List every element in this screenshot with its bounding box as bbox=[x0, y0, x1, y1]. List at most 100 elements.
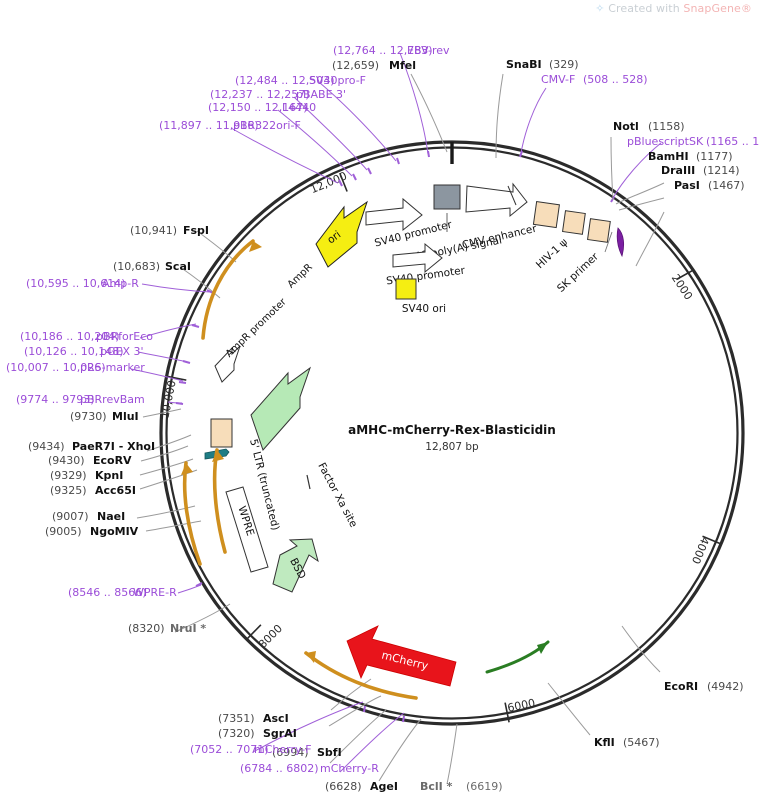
feature-label: AmpR bbox=[286, 262, 315, 291]
primer-range: (6784 .. 6802) bbox=[240, 762, 319, 775]
leaf-icon: ✧ bbox=[595, 2, 605, 15]
primer-tick bbox=[191, 324, 200, 328]
enzyme-name: KflI bbox=[594, 736, 615, 749]
label-pbluescriptsk: pBluescriptSK (1165 .. 1181) bbox=[627, 135, 760, 148]
primer-tick bbox=[352, 173, 357, 181]
label-ecori: EcoRI (4942) bbox=[664, 680, 744, 693]
primer-range: (10,186 .. 10,204) bbox=[20, 330, 120, 343]
watermark-prefix: Created with bbox=[608, 2, 684, 15]
label-sv40pro-f: (12,484 .. 12,503) SV40pro-F bbox=[235, 74, 366, 87]
snapgene-watermark: ✧ Created with SnapGene® bbox=[595, 2, 752, 15]
enzyme-position: (7351) bbox=[218, 712, 255, 725]
primer-range: (10,007 .. 10,026) bbox=[6, 361, 106, 374]
feature-label: CMV enhancer bbox=[461, 222, 539, 251]
ruler-label: 6000 bbox=[506, 696, 536, 714]
label-draiii: DraIII (1214) bbox=[661, 164, 740, 177]
enzyme-position: (1158) bbox=[648, 120, 685, 133]
enzyme-name: PaeR7I - XhoI bbox=[72, 440, 155, 453]
label-sbfi-real: (6994) SbfI bbox=[272, 746, 342, 759]
label-scai: (10,683) ScaI bbox=[113, 260, 191, 273]
enzyme-name: EcoRI bbox=[664, 680, 698, 693]
plasmid-name: aMHC-mCherry-Rex-Blasticidin bbox=[348, 423, 556, 437]
feature-label: Factor Xa site bbox=[315, 461, 359, 530]
label-notl: Notl (1158) bbox=[613, 120, 685, 133]
label-wpre-r: (8546 .. 8566) WPRE-R bbox=[68, 586, 177, 599]
feature-ori: ori bbox=[315, 200, 368, 268]
label-pbrforeco: (10,186 .. 10,204) pBRforEco bbox=[20, 330, 153, 343]
feature-ampr-promoter: AmpR promoter bbox=[214, 296, 289, 383]
enzyme-name: BclI * bbox=[420, 780, 453, 793]
label-pbrrevbam: (9774 .. 9793) pBRrevBam bbox=[16, 393, 145, 406]
enzyme-position: (1214) bbox=[703, 164, 740, 177]
feature-bsd: BSD bbox=[272, 538, 319, 593]
label-pgex-3: (10,126 .. 10,148) pGEX 3' bbox=[24, 345, 144, 358]
enzyme-name: NruI * bbox=[170, 622, 206, 635]
label-bcli: BclI * (6619) bbox=[420, 780, 503, 793]
orange-arc-4 bbox=[304, 651, 418, 700]
feature-sv40-ori: SV40 ori bbox=[395, 278, 446, 315]
enzyme-name: NaeI bbox=[97, 510, 125, 523]
primer-range: (1165 .. 1181) bbox=[706, 135, 760, 148]
enzyme-position: (4942) bbox=[707, 680, 744, 693]
label-kpni: (9329) KpnI bbox=[50, 469, 123, 482]
enzyme-name: BamHI bbox=[648, 150, 689, 163]
primer-range: (11,897 .. 11,916) bbox=[159, 119, 259, 132]
feature-label: HIV-1 ψ bbox=[534, 236, 570, 271]
primer-name: pBABE 3' bbox=[296, 88, 346, 101]
primer-name: L4440 bbox=[282, 101, 316, 114]
primer-name: pBR322ori-F bbox=[233, 119, 301, 132]
primer-tick bbox=[402, 715, 405, 723]
enzyme-position: (8320) bbox=[128, 622, 165, 635]
enzyme-position: (10,683) bbox=[113, 260, 160, 273]
enzyme-position: (9325) bbox=[50, 484, 87, 497]
enzyme-position: (9430) bbox=[48, 454, 85, 467]
primer-name: pBRrevBam bbox=[80, 393, 145, 406]
label-paer7i-xhoi: (9434) PaeR7I - XhoI bbox=[28, 440, 155, 453]
label-mfel: (12,659) Mfel bbox=[332, 59, 416, 72]
feature-ampr: AmpR bbox=[250, 262, 315, 451]
primer-tick bbox=[195, 582, 203, 587]
primer-range: (9774 .. 9793) bbox=[16, 393, 95, 406]
feature-cmv-enhancer: CMV enhancer bbox=[461, 182, 539, 252]
ruler-label: 12,000 bbox=[308, 169, 349, 196]
feature-label: SK primer bbox=[555, 250, 602, 295]
label-bamhi: BamHI (1177) bbox=[648, 150, 733, 163]
label-mcherry-f: (7052 .. 7071) mCherry-F bbox=[190, 743, 312, 756]
enzyme-position: (1177) bbox=[696, 150, 733, 163]
enzyme-position: (7320) bbox=[218, 727, 255, 740]
enzyme-name: AscI bbox=[263, 712, 289, 725]
enzyme-position: (1467) bbox=[708, 179, 745, 192]
label-snabi: SnaBI (329) bbox=[506, 58, 579, 71]
primer-tick bbox=[178, 381, 187, 384]
ruler-tick-6000: 6000 bbox=[504, 696, 536, 723]
primer-tick bbox=[338, 179, 343, 187]
enzyme-position: (9005) bbox=[45, 525, 82, 538]
primer-range: (7052 .. 7071) bbox=[190, 743, 269, 756]
ruler-tick-12000: 12,000 bbox=[308, 169, 349, 196]
primer-tick bbox=[367, 167, 372, 175]
label-pbr322ori-f: (11,897 .. 11,916) pBR322ori-F bbox=[159, 119, 301, 132]
label-agei: (6628) AgeI bbox=[325, 780, 398, 793]
orange-arc-1 bbox=[201, 239, 262, 340]
plasmid-size: 12,807 bp bbox=[425, 441, 479, 453]
enzyme-name: FspI bbox=[183, 224, 209, 237]
label-ebv-rev: (12,764 .. 12,783) EBV-rev bbox=[333, 44, 450, 57]
green-arc-1 bbox=[485, 640, 550, 674]
label-pasi: PasI (1467) bbox=[674, 179, 745, 192]
enzyme-position: (329) bbox=[549, 58, 579, 71]
plasmid-backbone bbox=[159, 140, 745, 726]
enzyme-name: SgrAI bbox=[263, 727, 297, 740]
primer-name: WPRE-R bbox=[133, 586, 177, 599]
enzyme-name: MluI bbox=[112, 410, 139, 423]
feature-factor-xa-site: Factor Xa site bbox=[306, 461, 359, 530]
enzyme-position: (6619) bbox=[466, 780, 503, 793]
enzyme-position: (9329) bbox=[50, 469, 87, 482]
inner-region-arrows bbox=[181, 239, 550, 700]
label-amp-r: (10,595 .. 10,614) Amp-R bbox=[26, 277, 139, 290]
primer-tick bbox=[396, 157, 400, 165]
enzyme-name: AgeI bbox=[370, 780, 398, 793]
label-prs-marker: (10,007 .. 10,026) pRS-marker bbox=[6, 361, 145, 374]
plasmid-title-group: aMHC-mCherry-Rex-Blasticidin 12,807 bp bbox=[348, 423, 556, 453]
primer-name: mCherry-R bbox=[320, 762, 379, 775]
